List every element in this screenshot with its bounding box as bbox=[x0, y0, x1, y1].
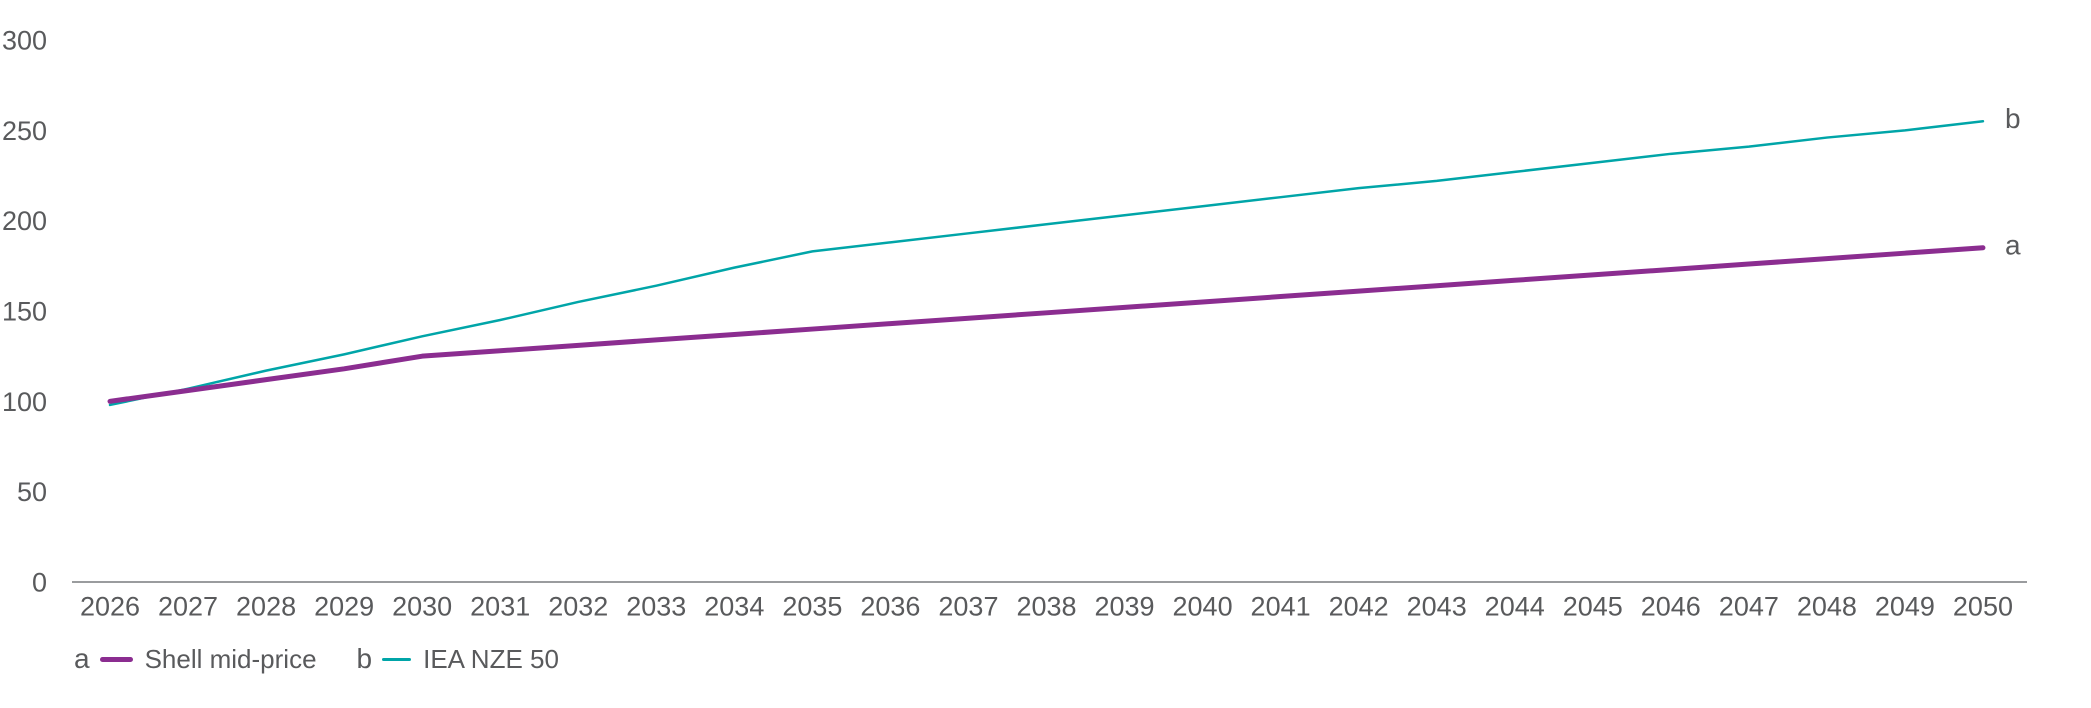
x-axis-tick-label: 2027 bbox=[158, 591, 218, 621]
y-axis-tick-label: 100 bbox=[2, 387, 47, 417]
x-axis-tick-label: 2031 bbox=[470, 591, 530, 621]
x-axis-tick-label: 2042 bbox=[1329, 591, 1389, 621]
x-axis-tick-label: 2030 bbox=[392, 591, 452, 621]
x-axis-tick-label: 2047 bbox=[1719, 591, 1779, 621]
legend-key-a: a bbox=[74, 643, 90, 674]
x-axis-tick-label: 2034 bbox=[704, 591, 764, 621]
legend-label-shell-mid-price: Shell mid-price bbox=[144, 643, 317, 674]
x-axis-tick-label: 2046 bbox=[1641, 591, 1701, 621]
series-line-b bbox=[108, 120, 1985, 407]
x-axis-tick-label: 2026 bbox=[80, 591, 140, 621]
legend-key-b: b bbox=[356, 643, 373, 674]
x-axis-tick-label: 2045 bbox=[1563, 591, 1623, 621]
series-line-a bbox=[107, 245, 1986, 404]
x-axis-tick-label: 2038 bbox=[1016, 591, 1076, 621]
x-axis-tick-label: 2033 bbox=[626, 591, 686, 621]
x-axis-tick-label: 2048 bbox=[1797, 591, 1857, 621]
x-axis-tick-label: 2039 bbox=[1094, 591, 1154, 621]
series-end-label-b: b bbox=[2005, 103, 2021, 134]
x-axis-tick-label: 2036 bbox=[860, 591, 920, 621]
shell-mid-price-swatch-icon bbox=[99, 656, 133, 662]
x-axis-tick-label: 2029 bbox=[314, 591, 374, 621]
x-axis-tick-label: 2028 bbox=[236, 591, 296, 621]
y-axis-tick-label: 0 bbox=[32, 567, 47, 597]
x-axis-tick-label: 2035 bbox=[782, 591, 842, 621]
x-axis-tick-label: 2040 bbox=[1173, 591, 1233, 621]
x-axis-tick-label: 2037 bbox=[938, 591, 998, 621]
x-axis-tick-label: 2050 bbox=[1953, 591, 2013, 621]
legend-label-iea-nze-50: IEA NZE 50 bbox=[423, 643, 559, 674]
y-axis-tick-label: 200 bbox=[2, 206, 47, 236]
legend-item-iea-nze-50: b IEA NZE 50 bbox=[357, 643, 559, 675]
x-axis-tick-label: 2049 bbox=[1875, 591, 1935, 621]
y-axis-tick-label: 300 bbox=[2, 25, 47, 55]
y-axis-tick-label: 150 bbox=[2, 296, 47, 326]
iea-nze-50-swatch-icon bbox=[382, 657, 412, 661]
series-end-label-a: a bbox=[2005, 230, 2021, 261]
x-axis-tick-label: 2044 bbox=[1485, 591, 1545, 621]
y-axis-tick-label: 50 bbox=[17, 477, 47, 507]
y-axis-tick-label: 250 bbox=[2, 116, 47, 146]
legend: a Shell mid-price b IEA NZE 50 bbox=[74, 643, 559, 675]
x-axis-tick-label: 2041 bbox=[1251, 591, 1311, 621]
x-axis-tick-label: 2032 bbox=[548, 591, 608, 621]
x-axis-tick-label: 2043 bbox=[1407, 591, 1467, 621]
legend-item-shell-mid-price: a Shell mid-price bbox=[74, 643, 317, 675]
